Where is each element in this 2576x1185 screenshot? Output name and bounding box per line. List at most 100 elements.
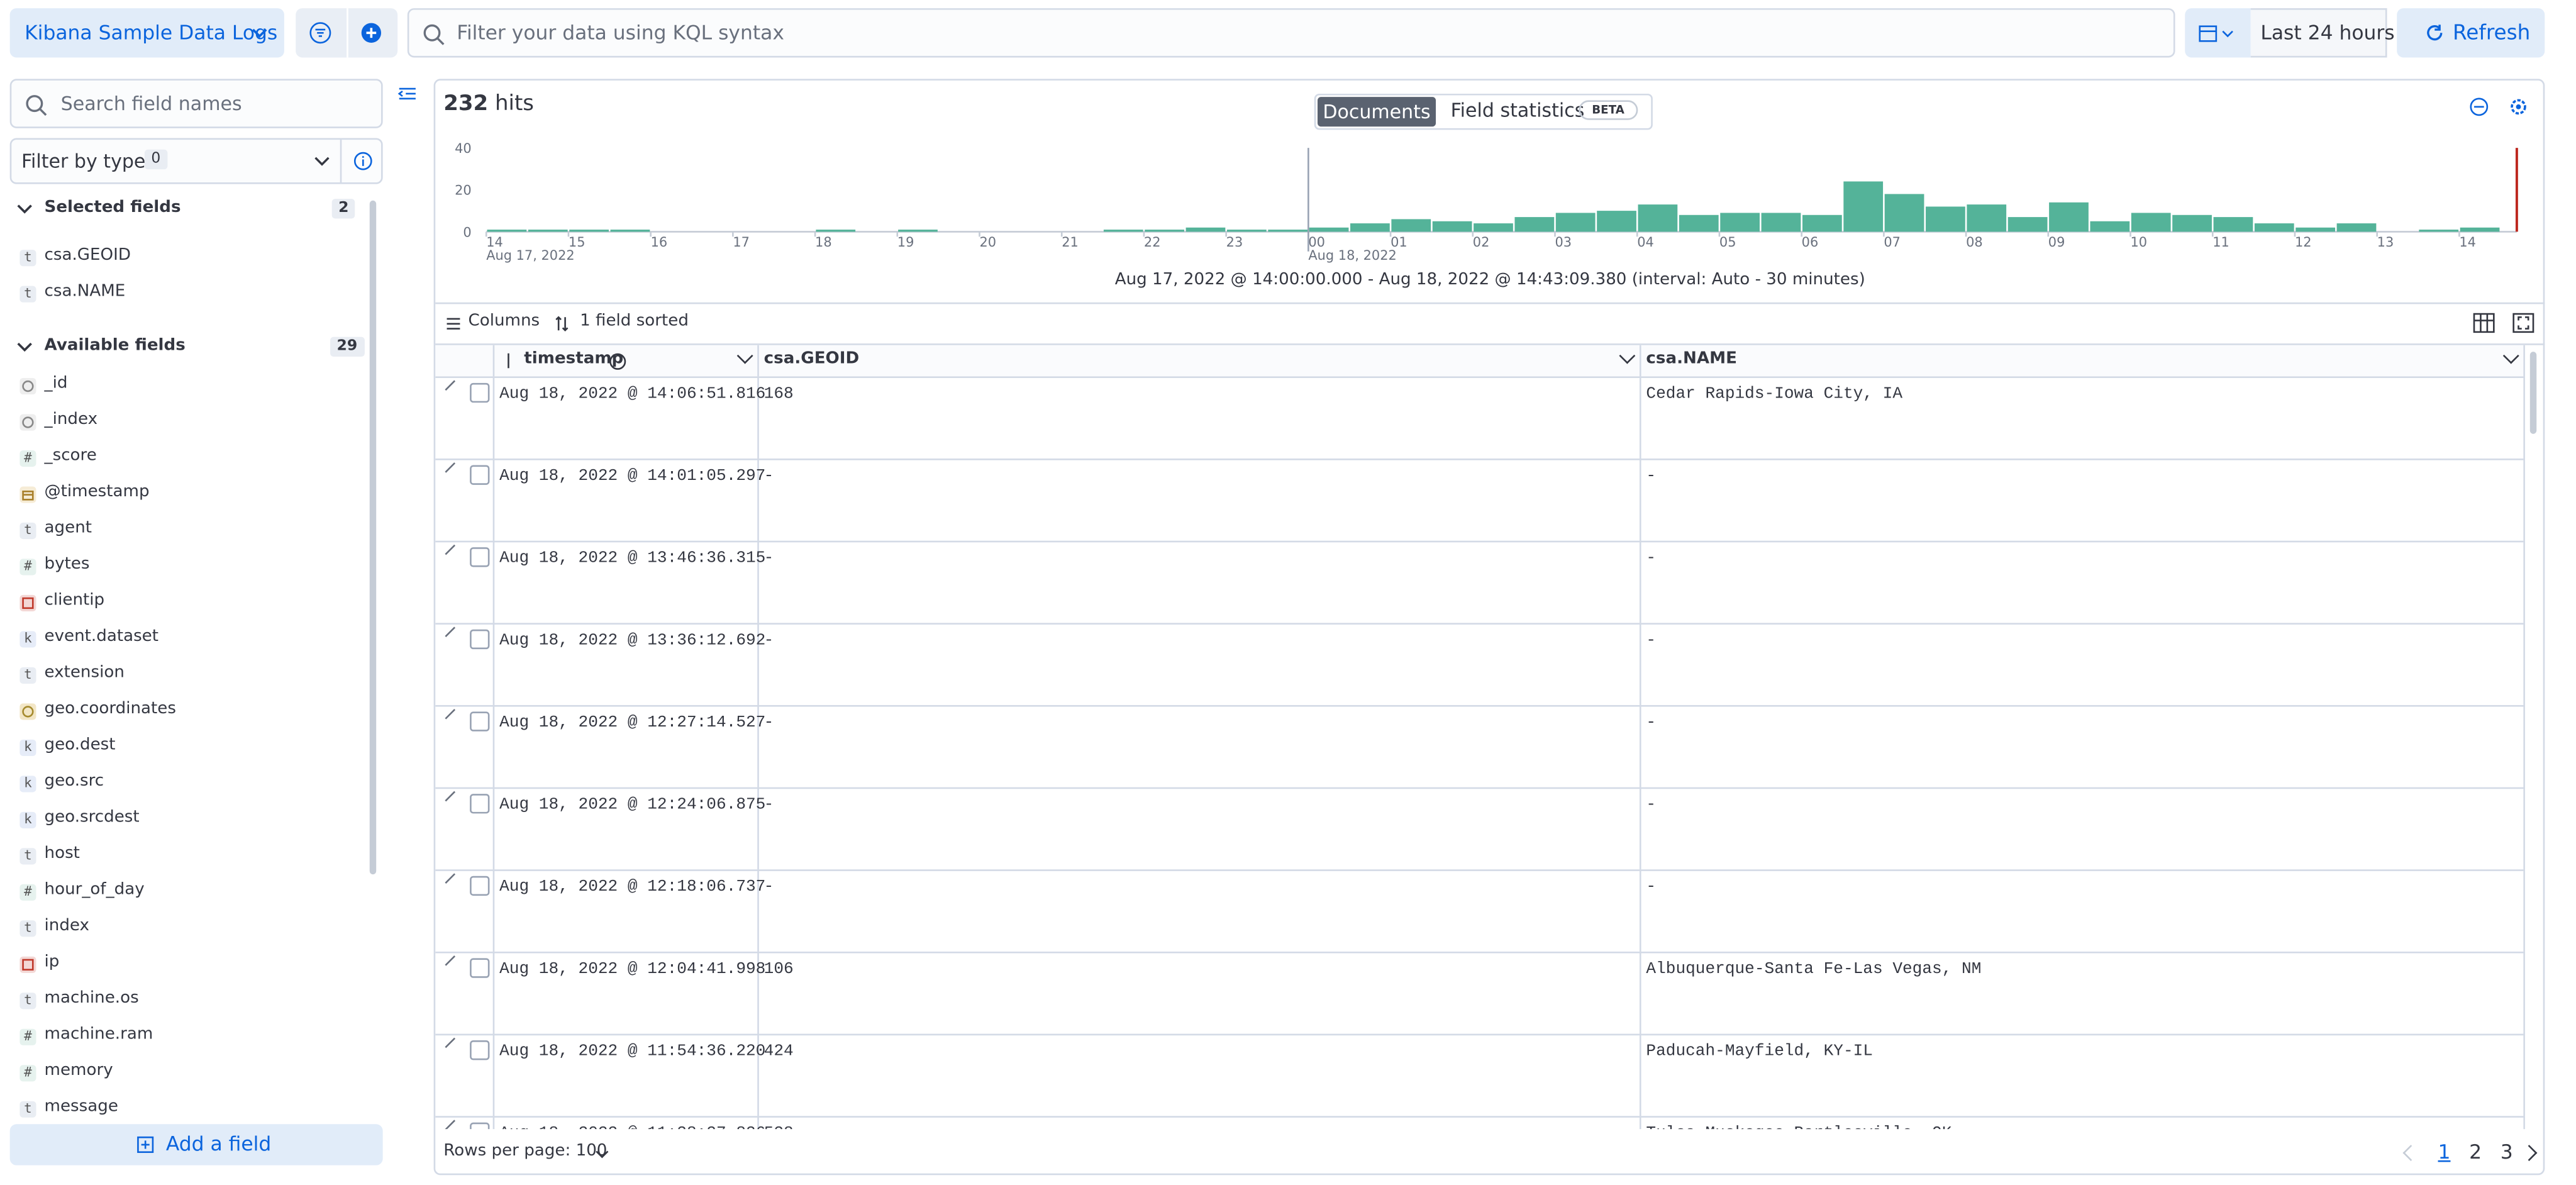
- expand-button[interactable]: [445, 544, 456, 555]
- x-tick-label: 22: [1144, 235, 1161, 250]
- column-header[interactable]: timestamp: [524, 350, 624, 369]
- field-item[interactable]: # hour_of_day: [19, 881, 348, 906]
- add-field-button[interactable]: Add a field: [9, 1124, 383, 1166]
- bar: [1761, 213, 1801, 232]
- field-item[interactable]: t extension: [19, 664, 348, 689]
- bar: [2296, 227, 2336, 232]
- tab-documents[interactable]: Documents: [1317, 97, 1436, 127]
- row-checkbox[interactable]: [470, 629, 490, 650]
- info-icon[interactable]: [353, 151, 373, 170]
- expand-button[interactable]: [445, 791, 456, 802]
- expand-button[interactable]: [445, 709, 456, 720]
- field-item[interactable]: t machine.os: [19, 989, 348, 1015]
- refresh-button[interactable]: Refresh: [2397, 8, 2545, 58]
- collapse-chevron[interactable]: [16, 340, 33, 353]
- field-item[interactable]: geo.coordinates: [19, 700, 348, 725]
- filter-icon[interactable]: [309, 21, 332, 45]
- field-name: bytes: [44, 555, 90, 574]
- rows-per-page[interactable]: Rows per page: 100: [443, 1142, 608, 1160]
- row-checkbox[interactable]: [470, 465, 490, 485]
- grid-cell: -: [763, 879, 774, 898]
- row-checkbox[interactable]: [470, 1040, 490, 1060]
- sorted-button[interactable]: 1 field sorted: [580, 312, 689, 331]
- row-checkbox[interactable]: [470, 1122, 490, 1130]
- filter-count: 0: [144, 149, 167, 170]
- field-item[interactable]: _id: [19, 375, 348, 399]
- hits-count: 232: [443, 92, 489, 117]
- field-item[interactable]: k geo.srcdest: [19, 809, 348, 833]
- column-menu[interactable]: [1619, 347, 1636, 364]
- field-item[interactable]: @timestamp: [19, 483, 348, 508]
- field-search[interactable]: Search field names: [9, 79, 383, 128]
- collapse-chevron[interactable]: [16, 202, 33, 215]
- columns-button[interactable]: Columns: [468, 312, 540, 331]
- field-item[interactable]: t host: [19, 845, 348, 870]
- field-item[interactable]: t csa.GEOID: [19, 247, 348, 272]
- row-checkbox[interactable]: [470, 711, 490, 732]
- display-options[interactable]: [2472, 312, 2538, 335]
- column-menu[interactable]: [736, 347, 753, 364]
- expand-button[interactable]: [445, 380, 456, 391]
- column-header[interactable]: csa.NAME: [1646, 350, 1737, 369]
- field-item[interactable]: clientip: [19, 592, 348, 616]
- expand-button[interactable]: [445, 1120, 456, 1130]
- date-quick-menu[interactable]: [2185, 8, 2251, 58]
- next-page[interactable]: [2521, 1145, 2538, 1161]
- field-item[interactable]: ip: [19, 954, 348, 978]
- expand-button[interactable]: [445, 873, 456, 884]
- page-number[interactable]: 3: [2500, 1140, 2513, 1164]
- data-view-button[interactable]: Kibana Sample Data Logs: [9, 8, 284, 58]
- field-type-icon: t: [19, 522, 36, 540]
- search-icon: [423, 24, 445, 45]
- expand-button[interactable]: [445, 626, 456, 638]
- field-item[interactable]: t message: [19, 1098, 348, 1118]
- field-type-icon: k: [19, 631, 36, 648]
- grid-cell: Aug 18, 2022 @ 12:04:41.998: [499, 961, 766, 980]
- add-filter-icon[interactable]: [360, 21, 383, 45]
- expand-button[interactable]: [445, 462, 456, 473]
- field-item[interactable]: t agent: [19, 520, 348, 544]
- grid-row: Aug 18, 2022 @ 11:54:36.220 424 Paducah-Ma…: [435, 1033, 2525, 1118]
- field-item[interactable]: k event.dataset: [19, 628, 348, 653]
- field-item[interactable]: k geo.dest: [19, 737, 348, 761]
- field-item[interactable]: # memory: [19, 1062, 348, 1087]
- grid-cell: Aug 18, 2022 @ 13:36:12.692: [499, 633, 766, 651]
- column-header[interactable]: csa.GEOID: [763, 350, 860, 369]
- x-tick-label: 05: [1719, 235, 1736, 250]
- row-checkbox[interactable]: [470, 876, 490, 896]
- tab-field-statistics[interactable]: Field statistics: [1450, 98, 1585, 122]
- type-glyph: [22, 959, 34, 971]
- time-range[interactable]: Last 24 hours: [2250, 8, 2395, 58]
- filter-by-type[interactable]: Filter by type 0: [9, 138, 383, 184]
- query-bar[interactable]: Filter your data using KQL syntax: [407, 8, 2175, 58]
- collapse-sidebar[interactable]: [397, 84, 417, 103]
- row-checkbox[interactable]: [470, 958, 490, 978]
- row-checkbox[interactable]: [470, 382, 490, 403]
- field-name: extension: [44, 664, 125, 682]
- field-item[interactable]: # bytes: [19, 555, 348, 581]
- expand-button[interactable]: [445, 1037, 456, 1049]
- field-item[interactable]: t index: [19, 917, 348, 942]
- field-type-icon: k: [19, 776, 36, 793]
- row-checkbox[interactable]: [470, 794, 490, 814]
- query-actions: [296, 8, 398, 58]
- row-divider: [492, 376, 495, 459]
- grid-cell: Aug 18, 2022 @ 12:24:06.875: [499, 797, 766, 816]
- expand-button[interactable]: [445, 955, 456, 966]
- row-checkbox[interactable]: [470, 547, 490, 567]
- field-item[interactable]: _index: [19, 411, 348, 436]
- prev-page[interactable]: [2402, 1145, 2419, 1161]
- field-item[interactable]: # _score: [19, 447, 348, 472]
- chart-options[interactable]: [2468, 96, 2533, 119]
- filter-by-type-label: Filter by type: [21, 149, 146, 173]
- refresh-label: Refresh: [2453, 19, 2531, 45]
- field-item[interactable]: t csa.NAME: [19, 282, 348, 308]
- available-count: 29: [330, 337, 364, 357]
- field-item[interactable]: k geo.src: [19, 772, 348, 798]
- grid-cell: Cedar Rapids-Iowa City, IA: [1646, 386, 1903, 404]
- column-divider: [2523, 869, 2525, 952]
- field-item[interactable]: # machine.ram: [19, 1026, 348, 1050]
- column-menu[interactable]: [2502, 347, 2519, 364]
- page-number[interactable]: 1: [2438, 1140, 2451, 1164]
- page-number[interactable]: 2: [2469, 1140, 2482, 1164]
